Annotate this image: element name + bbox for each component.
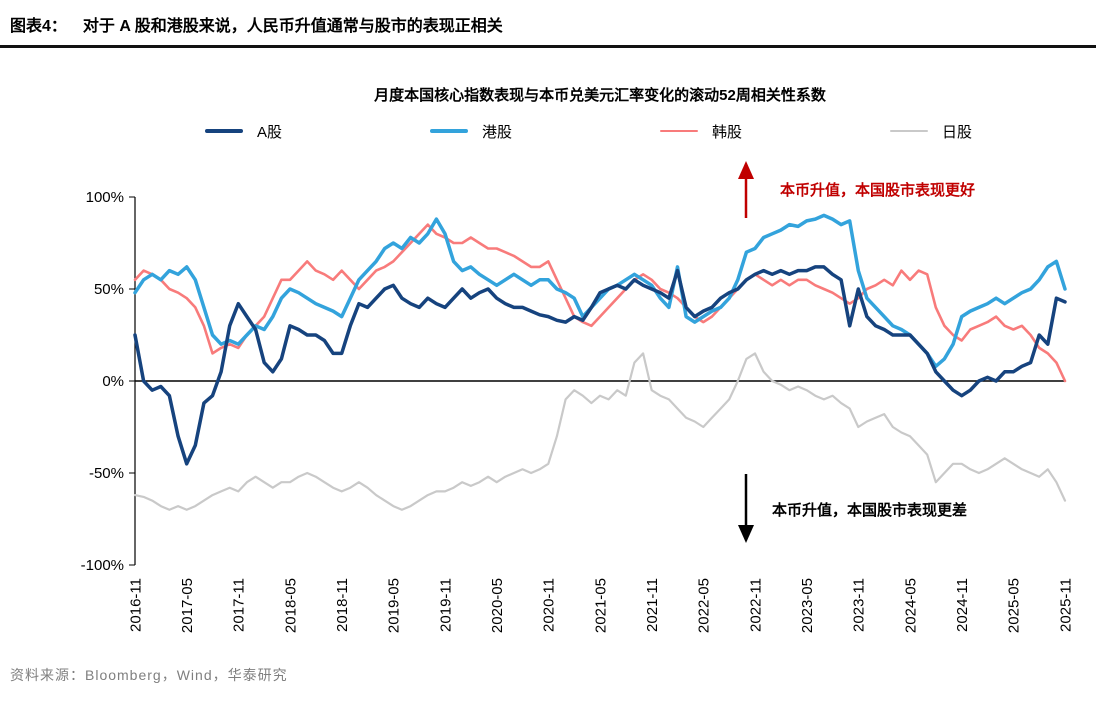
x-tick-label: 2020-11 (541, 578, 558, 632)
legend-item-2: 韩股 (660, 121, 742, 142)
x-tick-label: 2018-11 (334, 578, 351, 632)
legend: A股 港股 韩股 日股 (205, 121, 1096, 141)
chart-title: 月度本国核心指数表现与本币兑美元汇率变化的滚动52周相关性系数 (374, 87, 826, 104)
x-tick-label: 2017-05 (179, 578, 196, 633)
correlation-line-chart: 100% 50% 0% -50% -100%2016-11 2017-05 2017-11 2… (81, 161, 1074, 633)
figure-label: 图表4： (10, 18, 67, 35)
y-tick-label: -100% (81, 557, 124, 574)
series-line-日股 (133, 352, 1067, 511)
y-tick-label: -50% (89, 465, 124, 482)
x-tick-label: 2023-11 (851, 578, 868, 632)
x-tick-label: 2017-11 (231, 578, 248, 632)
annotation-up-text: 本币升值，本国股市表现更好 (780, 181, 975, 199)
legend-swatch (205, 129, 243, 133)
x-tick-label: 2019-11 (437, 578, 454, 632)
x-tick-label: 2018-05 (282, 578, 299, 633)
y-tick-label: 0% (102, 373, 124, 390)
x-tick-label: 2020-05 (489, 578, 506, 633)
legend-swatch (430, 129, 469, 133)
up-arrow-icon (738, 161, 754, 179)
legend-label: 日股 (942, 123, 973, 141)
figure-header: 图表4： 对于 A 股和港股来说，人民币升值通常与股市的表现正相关 (0, 0, 1096, 48)
legend-item-3: 日股 (890, 121, 972, 142)
source-note: 资料来源：Bloomberg，Wind，华泰研究 (10, 667, 288, 683)
legend-item-0: A股 (205, 121, 282, 142)
legend-label: 港股 (482, 123, 513, 141)
x-tick-label: 2025-05 (1006, 578, 1023, 633)
y-tick-label: 100% (86, 189, 124, 206)
x-tick-label: 2024-05 (902, 578, 919, 633)
x-tick-label: 2023-05 (799, 578, 816, 633)
x-tick-label: 2022-11 (747, 578, 764, 632)
annotation-down-text: 本币升值，本国股市表现更差 (772, 501, 967, 519)
legend-label: A股 (257, 123, 283, 141)
down-arrow-icon (738, 525, 754, 543)
x-tick-label: 2024-11 (954, 578, 971, 632)
x-tick-label: 2016-11 (127, 578, 144, 632)
y-tick-label: 50% (94, 281, 124, 298)
figure-title: 对于 A 股和港股来说，人民币升值通常与股市的表现正相关 (82, 18, 503, 35)
legend-swatch (660, 129, 699, 133)
legend-swatch (890, 129, 929, 133)
x-tick-label: 2021-05 (592, 578, 609, 633)
x-tick-label: 2019-05 (386, 578, 403, 633)
legend-item-1: 港股 (430, 121, 512, 142)
legend-label: 韩股 (712, 123, 743, 141)
x-tick-label: 2022-05 (696, 578, 713, 633)
x-tick-label: 2021-11 (644, 578, 661, 632)
series-line-韩股 (133, 223, 1067, 383)
series-line-A股 (133, 265, 1067, 466)
x-tick-label: 2025-11 (1057, 578, 1074, 632)
